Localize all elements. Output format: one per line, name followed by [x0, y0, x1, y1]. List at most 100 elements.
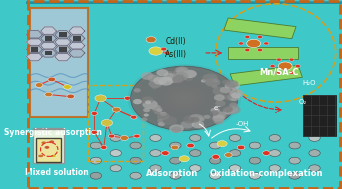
Circle shape: [141, 100, 146, 103]
Circle shape: [225, 80, 238, 88]
Circle shape: [229, 135, 241, 141]
Circle shape: [222, 106, 233, 113]
Circle shape: [225, 90, 233, 95]
Circle shape: [143, 108, 150, 112]
Circle shape: [309, 165, 320, 172]
Circle shape: [38, 154, 43, 158]
Circle shape: [212, 79, 218, 82]
Circle shape: [189, 150, 201, 156]
Circle shape: [162, 85, 207, 112]
Polygon shape: [41, 27, 56, 35]
Circle shape: [143, 74, 226, 123]
Circle shape: [150, 150, 161, 156]
Circle shape: [108, 134, 115, 138]
Text: Mn/SA-C: Mn/SA-C: [259, 67, 299, 76]
Circle shape: [165, 71, 175, 77]
Circle shape: [289, 58, 294, 61]
Circle shape: [179, 156, 189, 162]
Circle shape: [150, 165, 161, 172]
Circle shape: [222, 94, 232, 100]
Circle shape: [142, 96, 154, 104]
Text: As(III): As(III): [165, 50, 187, 59]
Circle shape: [110, 135, 121, 141]
Text: H₂O: H₂O: [302, 80, 316, 86]
Circle shape: [295, 65, 300, 68]
Polygon shape: [41, 49, 56, 57]
Circle shape: [133, 99, 142, 104]
Circle shape: [161, 151, 169, 155]
Circle shape: [276, 58, 281, 61]
Circle shape: [210, 110, 219, 116]
Circle shape: [154, 80, 214, 116]
Circle shape: [134, 134, 140, 138]
Circle shape: [124, 96, 131, 100]
Polygon shape: [55, 31, 71, 39]
Circle shape: [204, 115, 211, 119]
Polygon shape: [26, 31, 42, 39]
Circle shape: [156, 108, 162, 112]
Circle shape: [210, 172, 221, 179]
Circle shape: [130, 172, 141, 179]
Text: Mixed solution: Mixed solution: [25, 168, 88, 177]
Circle shape: [229, 103, 237, 108]
Circle shape: [173, 92, 195, 105]
FancyBboxPatch shape: [303, 94, 336, 136]
Circle shape: [148, 75, 159, 82]
Circle shape: [183, 70, 197, 78]
Circle shape: [217, 112, 225, 117]
Circle shape: [205, 78, 220, 87]
Circle shape: [289, 157, 300, 164]
Circle shape: [223, 107, 235, 115]
Circle shape: [162, 116, 177, 125]
Text: Adsorption: Adsorption: [145, 169, 198, 178]
FancyBboxPatch shape: [36, 138, 61, 162]
Text: Cd(II): Cd(II): [165, 37, 186, 46]
Circle shape: [226, 105, 241, 114]
Circle shape: [245, 35, 250, 38]
Circle shape: [150, 78, 218, 119]
Circle shape: [148, 80, 162, 88]
Circle shape: [139, 71, 229, 125]
Circle shape: [128, 64, 241, 132]
Circle shape: [131, 67, 237, 130]
Circle shape: [270, 65, 275, 68]
Circle shape: [278, 62, 292, 70]
Circle shape: [210, 157, 221, 164]
Circle shape: [231, 92, 241, 98]
Circle shape: [142, 100, 158, 109]
Circle shape: [201, 79, 207, 83]
Circle shape: [112, 107, 120, 112]
Polygon shape: [69, 27, 85, 35]
Polygon shape: [55, 45, 71, 53]
Circle shape: [101, 146, 107, 149]
Circle shape: [229, 165, 241, 172]
Circle shape: [161, 47, 167, 51]
Polygon shape: [230, 65, 302, 86]
Circle shape: [202, 74, 218, 83]
Circle shape: [192, 121, 204, 128]
Circle shape: [198, 125, 207, 130]
Circle shape: [213, 87, 227, 95]
Bar: [45, 36, 52, 41]
Circle shape: [149, 47, 163, 55]
Circle shape: [289, 71, 294, 74]
Circle shape: [289, 172, 300, 179]
Circle shape: [221, 88, 234, 95]
Circle shape: [184, 115, 193, 121]
Circle shape: [90, 142, 102, 149]
Circle shape: [198, 118, 205, 122]
Circle shape: [131, 115, 137, 119]
Circle shape: [157, 119, 163, 122]
Circle shape: [225, 153, 232, 157]
Circle shape: [210, 116, 218, 121]
Circle shape: [190, 117, 200, 123]
Circle shape: [173, 72, 188, 81]
Circle shape: [166, 87, 203, 109]
Circle shape: [276, 71, 281, 74]
Circle shape: [90, 157, 102, 164]
Circle shape: [199, 115, 206, 119]
Circle shape: [130, 157, 141, 164]
Circle shape: [153, 77, 167, 85]
Circle shape: [163, 73, 176, 81]
Polygon shape: [224, 18, 296, 39]
